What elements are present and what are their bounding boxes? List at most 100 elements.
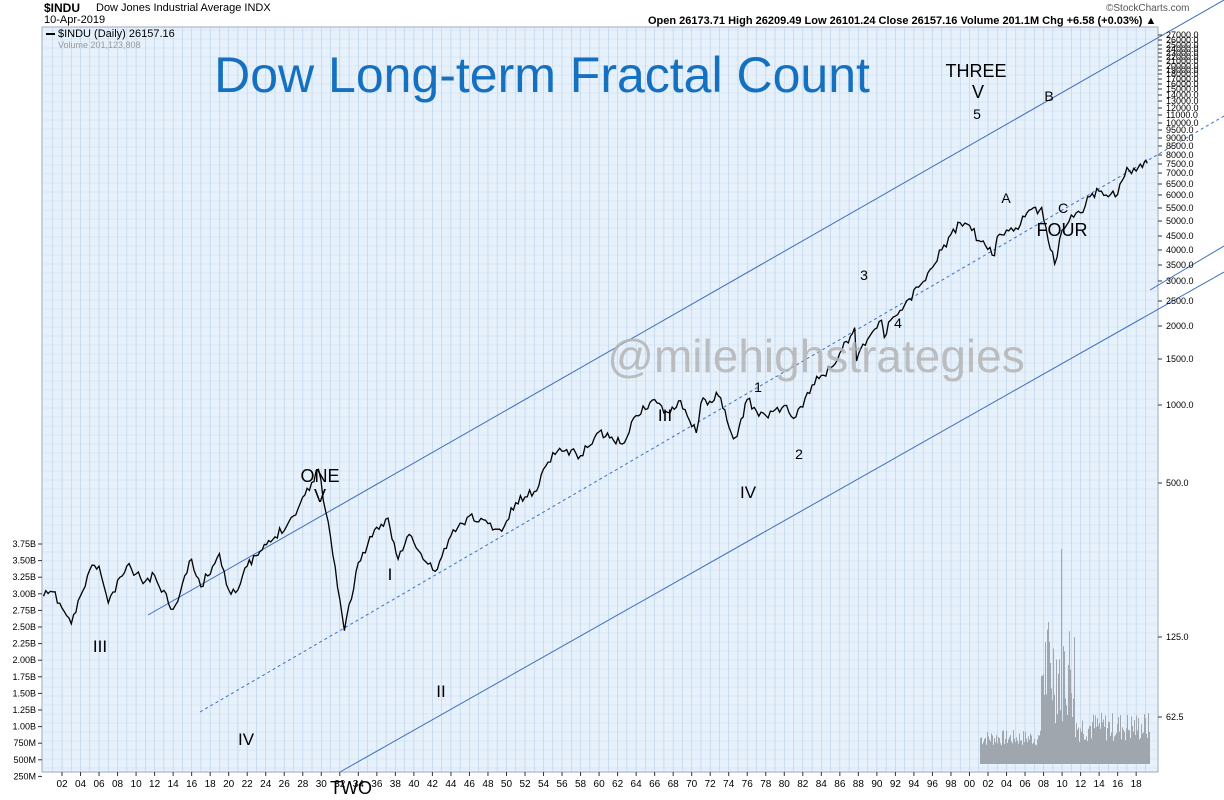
- y-tick-label: 25000.0: [1166, 40, 1199, 50]
- volume-bar: [1141, 724, 1142, 764]
- y-tick-label: 3000.0: [1166, 276, 1194, 286]
- volume-bar: [1065, 698, 1066, 764]
- volume-bar: [1145, 718, 1146, 764]
- y-tick-label: 12000.0: [1166, 103, 1199, 113]
- y-tick-label: 2000.0: [1166, 321, 1194, 331]
- volume-bar: [1028, 736, 1029, 764]
- y-tick-label: 19000.0: [1166, 65, 1199, 75]
- volume-bar: [984, 738, 985, 764]
- wave-label: 3: [860, 267, 868, 283]
- volume-bar: [1140, 737, 1141, 764]
- volume-bar: [1059, 659, 1060, 764]
- x-tick-label: 32: [334, 779, 346, 790]
- volume-bar: [1124, 732, 1125, 764]
- x-tick-label: 18: [1131, 779, 1143, 790]
- volume-bar: [1099, 722, 1100, 764]
- volume-bar: [1002, 730, 1003, 764]
- x-axis-ticks: 02 04 06 08 10 12 14 16 18 20 22 24 26 28 30 32 34 36 38 40…: [56, 772, 1142, 790]
- y-tick-label: 16000.0: [1166, 79, 1199, 89]
- volume-bar: [1033, 742, 1034, 764]
- volume-bar: [1023, 731, 1024, 764]
- x-tick-label: 52: [519, 779, 531, 790]
- volume-bar: [1093, 714, 1094, 764]
- wave-label: III: [93, 637, 107, 656]
- x-tick-label: 78: [760, 779, 772, 790]
- volume-bar: [1101, 712, 1102, 764]
- volume-bar: [1100, 728, 1101, 764]
- volume-bar: [986, 744, 987, 764]
- volume-bar: [1110, 735, 1111, 764]
- volume-tick-label: 3.00B: [12, 589, 36, 599]
- x-tick-label: 94: [908, 779, 920, 790]
- x-tick-label: 70: [686, 779, 698, 790]
- volume-bar: [1025, 731, 1026, 764]
- wave-label: 5: [973, 106, 981, 122]
- volume-bar: [1095, 715, 1096, 764]
- volume-bar: [1085, 739, 1086, 764]
- y-tick-label: 10000.0: [1166, 118, 1199, 128]
- y-tick-label: 1500.0: [1166, 354, 1194, 364]
- wave-label: III: [658, 406, 672, 425]
- volume-tick-label: 500M: [13, 755, 36, 765]
- volume-bar: [1006, 730, 1007, 764]
- channel-outer-line: [1149, 245, 1224, 291]
- volume-bar: [1014, 738, 1015, 764]
- volume-bar: [1084, 739, 1085, 764]
- x-tick-label: 08: [1038, 779, 1050, 790]
- volume-tick-label: 2.00B: [12, 655, 36, 665]
- volume-tick-label: 750M: [13, 738, 36, 748]
- volume-bar: [1060, 710, 1061, 764]
- volume-bar: [1127, 714, 1128, 764]
- volume-bar: [1106, 740, 1107, 764]
- x-tick-label: 46: [464, 779, 476, 790]
- wave-label: V: [314, 486, 326, 506]
- y-tick-label: 125.0: [1166, 632, 1189, 642]
- x-tick-label: 96: [927, 779, 939, 790]
- volume-bar: [1078, 727, 1079, 764]
- volume-bar: [1020, 740, 1021, 764]
- volume-bar: [1109, 721, 1110, 764]
- volume-bar: [1105, 715, 1106, 764]
- volume-bar: [1108, 722, 1109, 764]
- chart-title: Dow Long-term Fractal Count: [214, 47, 870, 103]
- x-tick-label: 20: [223, 779, 235, 790]
- date-label: 10-Apr-2019: [44, 14, 106, 26]
- volume-bar: [1056, 659, 1057, 764]
- x-tick-label: 36: [371, 779, 383, 790]
- volume-tick-label: 3.25B: [12, 572, 36, 582]
- volume-bar: [1139, 739, 1140, 764]
- volume-bar: [1111, 732, 1112, 764]
- volume-bar: [1043, 674, 1044, 764]
- volume-bar: [1133, 731, 1134, 764]
- volume-bar: [1113, 740, 1114, 764]
- x-tick-label: 14: [168, 779, 180, 790]
- volume-bar: [1080, 728, 1081, 764]
- volume-bar: [1086, 736, 1087, 764]
- wave-label: TWO: [330, 778, 372, 798]
- volume-bar: [1071, 693, 1072, 764]
- volume-bar: [999, 738, 1000, 764]
- volume-bar: [1015, 742, 1016, 764]
- y-tick-label: 9000.0: [1166, 133, 1194, 143]
- volume-bar: [1032, 743, 1033, 764]
- volume-bar: [1103, 719, 1104, 764]
- y-tick-label: 4000.0: [1166, 245, 1194, 255]
- y-tick-label: 1000.0: [1166, 400, 1194, 410]
- volume-bar: [1114, 736, 1115, 764]
- y-tick-label: 4500.0: [1166, 231, 1194, 241]
- volume-bar: [1094, 728, 1095, 764]
- volume-bar: [1098, 725, 1099, 764]
- volume-bar: [1001, 745, 1002, 764]
- volume-bar: [1021, 740, 1022, 764]
- wave-label: 1: [754, 379, 762, 395]
- y-tick-label: 62.5: [1166, 712, 1184, 722]
- x-tick-label: 30: [316, 779, 328, 790]
- volume-bar: [1074, 637, 1075, 764]
- volume-bar: [1024, 742, 1025, 764]
- volume-bar: [1132, 725, 1133, 764]
- volume-tick-label: 2.25B: [12, 639, 36, 649]
- y-tick-label: 7000.0: [1166, 168, 1194, 178]
- volume-bar: [1081, 731, 1082, 764]
- x-tick-label: 74: [723, 779, 735, 790]
